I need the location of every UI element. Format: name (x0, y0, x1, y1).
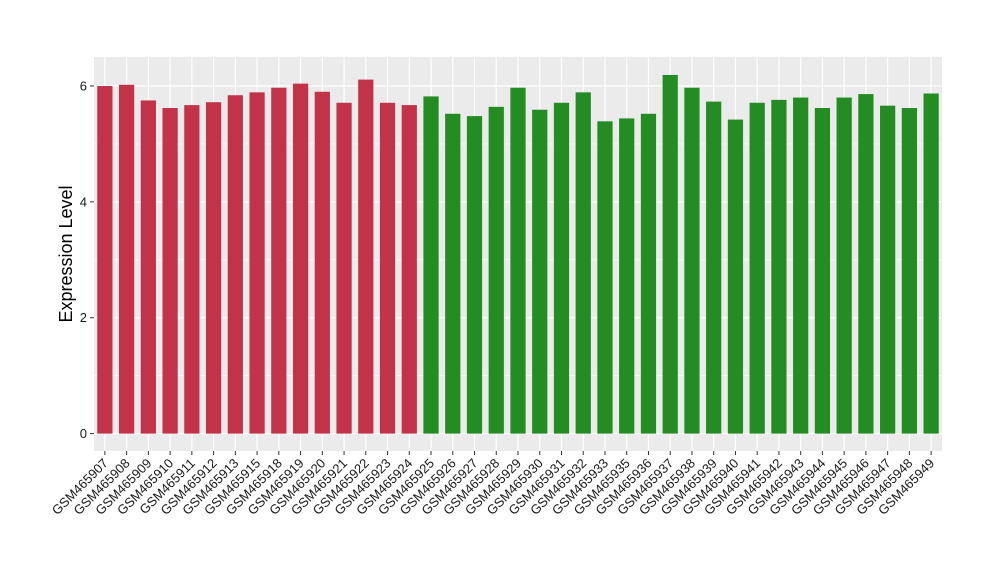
bar-GSM465947 (880, 105, 896, 434)
bar-GSM465921 (336, 102, 352, 434)
bar-GSM465930 (532, 109, 548, 434)
bar-GSM465932 (575, 92, 591, 434)
bars (97, 74, 939, 434)
bar-GSM465922 (358, 79, 374, 434)
y-axis-title: Expression Level (56, 185, 76, 322)
bar-GSM465944 (814, 107, 831, 434)
bar-GSM465929 (510, 87, 526, 434)
y-tick-label: 4 (80, 194, 87, 209)
bar-GSM465943 (793, 97, 809, 434)
bar-GSM465935 (619, 118, 635, 434)
bar-GSM465915 (249, 92, 265, 434)
bar-GSM465919 (292, 83, 309, 434)
bar-GSM465928 (488, 106, 504, 434)
bar-GSM465910 (162, 107, 178, 434)
bar-GSM465933 (597, 121, 613, 434)
bar-GSM465927 (466, 116, 483, 434)
bar-GSM465924 (401, 105, 417, 434)
y-tick-label: 0 (80, 426, 87, 441)
bar-GSM465920 (314, 91, 330, 434)
y-tick-label: 2 (80, 310, 87, 325)
bar-GSM465938 (684, 87, 700, 434)
bar-GSM465942 (771, 99, 787, 434)
bar-GSM465945 (836, 97, 852, 434)
y-axis: 0 2 4 6 (80, 78, 94, 441)
y-tick-label: 6 (80, 78, 87, 93)
bar-GSM465939 (706, 101, 722, 434)
bar-GSM465913 (227, 95, 243, 434)
bar-GSM465912 (205, 102, 222, 434)
bar-GSM465941 (749, 102, 765, 434)
bar-GSM465946 (858, 94, 874, 434)
bar-GSM465926 (445, 113, 461, 434)
bar-GSM465908 (119, 84, 135, 434)
bar-GSM465909 (140, 100, 156, 434)
bar-GSM465940 (727, 119, 744, 434)
bar-GSM465925 (423, 96, 439, 434)
bar-GSM465948 (901, 107, 917, 434)
bar-GSM465918 (271, 87, 287, 434)
bar-GSM465911 (184, 105, 200, 434)
x-axis: GSM465907GSM465908GSM465909GSM465910GSM4… (49, 451, 937, 518)
bar-GSM465949 (923, 93, 939, 434)
bar-GSM465936 (640, 113, 657, 434)
bar-GSM465937 (662, 74, 678, 434)
bar-GSM465923 (379, 102, 396, 434)
bar-GSM465907 (97, 85, 113, 434)
bar-GSM465931 (553, 102, 570, 434)
